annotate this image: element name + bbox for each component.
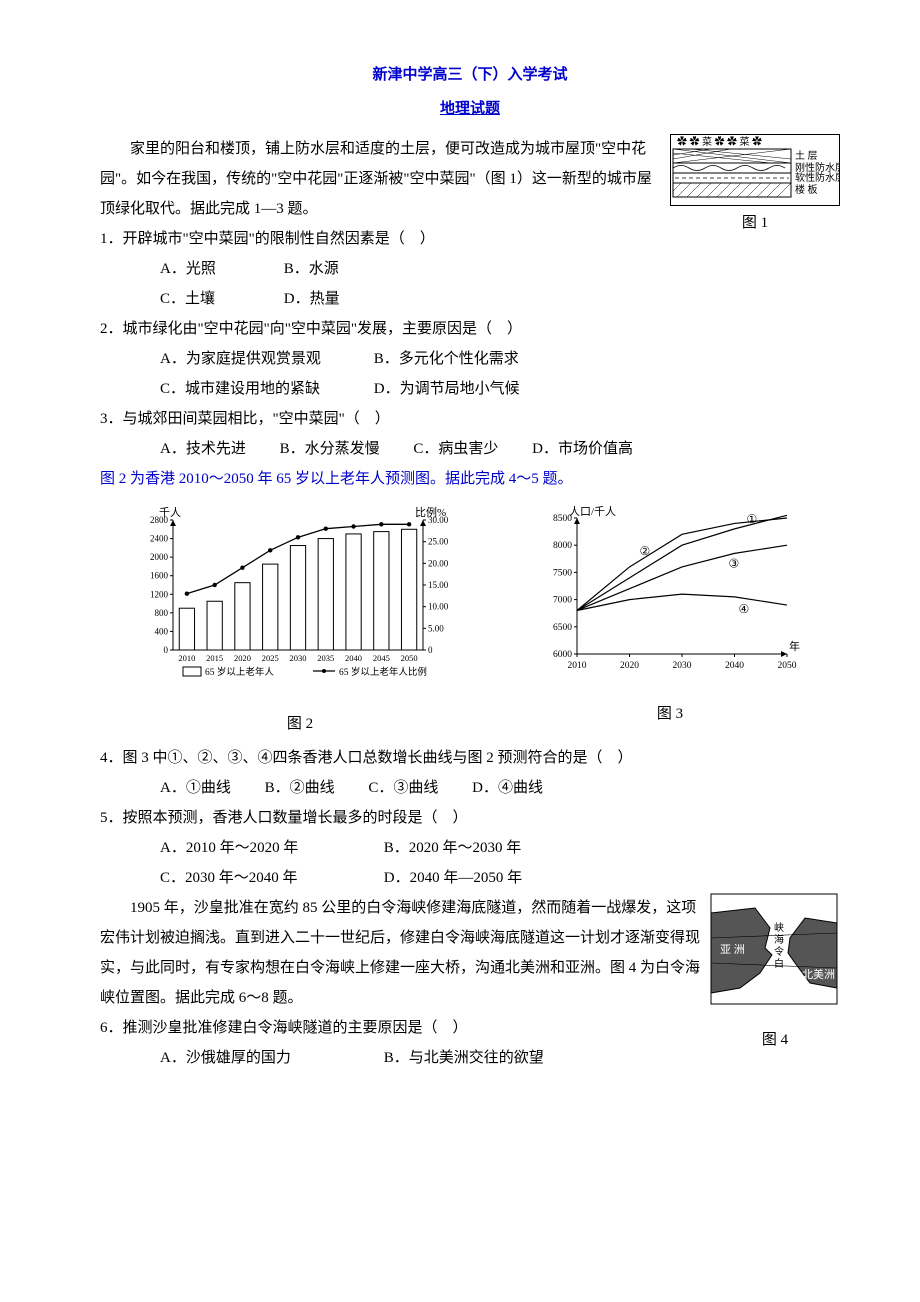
svg-text:北美洲: 北美洲 (802, 968, 835, 981)
svg-text:0: 0 (428, 645, 433, 655)
svg-text:2040: 2040 (725, 661, 744, 671)
q3-opt-a: A．技术先进 (160, 434, 246, 464)
svg-text:白: 白 (774, 957, 784, 970)
figure-4: 亚 洲 北美洲 峡 海 令 白 图 4 (710, 893, 840, 1055)
q4-opt-d: D．④曲线 (472, 773, 543, 803)
svg-text:2015: 2015 (206, 653, 223, 663)
svg-text:6500: 6500 (553, 623, 572, 633)
q1-opt-b: B．水源 (284, 261, 339, 277)
svg-text:6000: 6000 (553, 650, 572, 660)
svg-text:2010: 2010 (178, 653, 195, 663)
question-4: 4．图 3 中①、②、③、④四条香港人口总数增长曲线与图 2 预测符合的是（ ） (100, 743, 840, 773)
q2-options-row2: C．城市建设用地的紧缺 D．为调节局地小气候 (100, 374, 840, 404)
q1-opt-a: A．光照 (160, 254, 280, 284)
q3-options: A．技术先进 B．水分蒸发慢 C．病虫害少 D．市场价值高 (100, 434, 840, 464)
q2-opt-b: B．多元化个性化需求 (374, 351, 519, 367)
svg-text:年: 年 (789, 639, 800, 653)
svg-text:1200: 1200 (150, 589, 169, 599)
svg-text:2020: 2020 (234, 653, 251, 663)
svg-text:65 岁以上老年人比例: 65 岁以上老年人比例 (339, 666, 427, 678)
q5-opt-b: B．2020 年～2030 年 (384, 840, 522, 856)
svg-text:峡: 峡 (774, 921, 784, 934)
svg-text:2030: 2030 (290, 653, 307, 663)
charts-row: 04008001200160020002400280005.0010.0015.… (100, 502, 840, 739)
question-2: 2．城市绿化由"空中花园"向"空中菜园"发展，主要原因是（ ） (100, 314, 840, 344)
svg-text:2045: 2045 (373, 653, 390, 663)
q1-opt-c: C．土壤 (160, 284, 280, 314)
svg-text:25.00: 25.00 (428, 537, 449, 547)
figure-3-label: 图 3 (535, 699, 805, 729)
svg-text:400: 400 (155, 626, 169, 636)
q4-opt-a: A．①曲线 (160, 773, 231, 803)
q2-opt-d: D．为调节局地小气候 (374, 381, 520, 397)
figure-3: 人口/千人年 6000 6500 7000 7500 8000 8500 2010 2020 20… (535, 502, 805, 729)
svg-text:2040: 2040 (345, 653, 362, 663)
q1-options-row2: C．土壤 D．热量 (100, 284, 840, 314)
exam-subtitle: 地理试题 (100, 94, 840, 124)
q3-opt-b: B．水分蒸发慢 (280, 434, 380, 464)
figure-1: ✿ ✿ 菜 ✿ ✿ 菜 ✿ 土 层 刚性防水层 软性防水层 楼 板 图 1 (670, 134, 840, 238)
svg-text:7500: 7500 (553, 568, 572, 578)
q5-opt-d: D．2040 年—2050 年 (384, 870, 522, 886)
svg-text:令: 令 (774, 945, 784, 958)
svg-text:2035: 2035 (317, 653, 334, 663)
intro-2: 图 2 为香港 2010～2050 年 65 岁以上老年人预测图。据此完成 4～… (100, 464, 840, 494)
svg-text:千人: 千人 (159, 506, 181, 519)
q4-opt-c: C．③曲线 (368, 773, 438, 803)
q6-opt-a: A．沙俄雄厚的国力 (160, 1043, 380, 1073)
figure-2: 04008001200160020002400280005.0010.0015.… (135, 502, 465, 739)
svg-text:✿ ✿ 菜 ✿ ✿ 菜 ✿: ✿ ✿ 菜 ✿ ✿ 菜 ✿ (677, 136, 762, 148)
q2-opt-c: C．城市建设用地的紧缺 (160, 374, 370, 404)
svg-text:③: ③ (729, 556, 740, 570)
svg-text:海: 海 (774, 933, 784, 946)
svg-text:人口/千人: 人口/千人 (569, 505, 616, 518)
q5-options-row1: A．2010 年～2020 年 B．2020 年～2030 年 (100, 833, 840, 863)
svg-text:8000: 8000 (553, 541, 572, 551)
q3-opt-c: C．病虫害少 (413, 434, 498, 464)
svg-text:800: 800 (155, 608, 169, 618)
svg-text:2030: 2030 (673, 661, 692, 671)
figure-2-label: 图 2 (135, 709, 465, 739)
svg-text:土 层: 土 层 (795, 149, 818, 162)
q4-opt-b: B．②曲线 (265, 773, 335, 803)
svg-text:5.00: 5.00 (428, 623, 444, 633)
question-3: 3．与城郊田间菜园相比，"空中菜园"（ ） (100, 404, 840, 434)
svg-text:比例%: 比例% (415, 505, 446, 519)
svg-text:2025: 2025 (262, 653, 279, 663)
exam-title: 新津中学高三（下）入学考试 (100, 60, 840, 90)
svg-text:2400: 2400 (150, 534, 169, 544)
svg-text:20.00: 20.00 (428, 558, 449, 568)
q2-opt-a: A．为家庭提供观赏景观 (160, 344, 370, 374)
svg-text:2020: 2020 (620, 661, 639, 671)
q5-opt-a: A．2010 年～2020 年 (160, 833, 380, 863)
svg-text:2000: 2000 (150, 552, 169, 562)
figure-4-label: 图 4 (710, 1025, 840, 1055)
q6-opt-b: B．与北美洲交往的欲望 (384, 1050, 544, 1066)
svg-text:8500: 8500 (553, 514, 572, 524)
svg-text:0: 0 (164, 645, 169, 655)
svg-text:②: ② (640, 544, 651, 558)
q2-options-row1: A．为家庭提供观赏景观 B．多元化个性化需求 (100, 344, 840, 374)
svg-text:15.00: 15.00 (428, 580, 449, 590)
svg-text:65 岁以上老年人: 65 岁以上老年人 (205, 666, 274, 678)
svg-text:2050: 2050 (778, 661, 797, 671)
q5-opt-c: C．2030 年～2040 年 (160, 863, 380, 893)
q1-options-row1: A．光照 B．水源 (100, 254, 840, 284)
svg-text:10.00: 10.00 (428, 602, 449, 612)
figure-1-label: 图 1 (670, 208, 840, 238)
svg-text:④: ④ (739, 602, 750, 616)
q4-options: A．①曲线 B．②曲线 C．③曲线 D．④曲线 (100, 773, 840, 803)
svg-text:楼 板: 楼 板 (795, 183, 818, 196)
svg-text:1600: 1600 (150, 571, 169, 581)
svg-text:2010: 2010 (568, 661, 587, 671)
q1-opt-d: D．热量 (284, 291, 340, 307)
q3-opt-d: D．市场价值高 (532, 434, 633, 464)
question-5: 5．按照本预测，香港人口数量增长最多的时段是（ ） (100, 803, 840, 833)
svg-text:软性防水层: 软性防水层 (795, 171, 840, 184)
svg-text:2050: 2050 (401, 653, 418, 663)
svg-text:7000: 7000 (553, 596, 572, 606)
svg-text:①: ① (747, 512, 758, 526)
q5-options-row2: C．2030 年～2040 年 D．2040 年—2050 年 (100, 863, 840, 893)
svg-text:亚 洲: 亚 洲 (720, 944, 745, 956)
